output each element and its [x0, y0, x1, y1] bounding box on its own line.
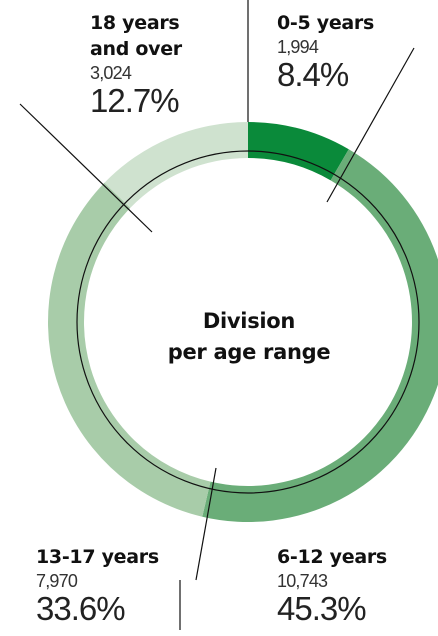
- chart-title: Division per age range: [129, 306, 369, 368]
- slice-label-18-over: 18 years and over 3,024 12.7%: [90, 10, 270, 118]
- chart-title-line-1: Division: [202, 309, 296, 333]
- donut-slice-0: [248, 122, 349, 181]
- slice-name-line: 18 years: [90, 12, 180, 34]
- slice-name: 6-12 years: [277, 544, 438, 570]
- slice-count: 10,743: [277, 571, 328, 591]
- donut-slice-3: [104, 122, 248, 208]
- slice-label-0-5: 0-5 years 1,994 8.4%: [277, 10, 438, 92]
- chart-title-line-2: per age range: [167, 340, 331, 364]
- slice-name-line: 6-12 years: [277, 546, 387, 568]
- slice-count: 1,994: [277, 37, 319, 57]
- leader-lines: [19, 47, 415, 630]
- donut-slice-1: [202, 149, 438, 522]
- donut-slices: [48, 122, 438, 522]
- leader-line-18-over: [19, 103, 153, 233]
- slice-name-line: 0-5 years: [277, 12, 375, 34]
- inner-ring-line: [76, 150, 420, 494]
- slice-count: 7,970: [36, 571, 78, 591]
- slice-name: 18 years and over: [90, 10, 270, 62]
- slice-percent: 8.4%: [277, 56, 349, 93]
- slice-percent: 33.6%: [36, 590, 126, 627]
- donut-slice-2: [48, 182, 211, 517]
- slice-percent: 12.7%: [90, 82, 180, 119]
- leader-line-6-12: [195, 467, 217, 581]
- slice-percent: 45.3%: [277, 590, 367, 627]
- slice-name: 13-17 years: [36, 544, 216, 570]
- slice-count: 3,024: [90, 63, 132, 83]
- slice-name-line: 13-17 years: [36, 546, 159, 568]
- leader-line-0-5: [326, 47, 415, 203]
- slice-name: 0-5 years: [277, 10, 438, 36]
- slice-label-13-17: 13-17 years 7,970 33.6%: [36, 544, 216, 626]
- slice-label-6-12: 6-12 years 10,743 45.3%: [277, 544, 438, 626]
- slice-name-line: and over: [90, 38, 182, 60]
